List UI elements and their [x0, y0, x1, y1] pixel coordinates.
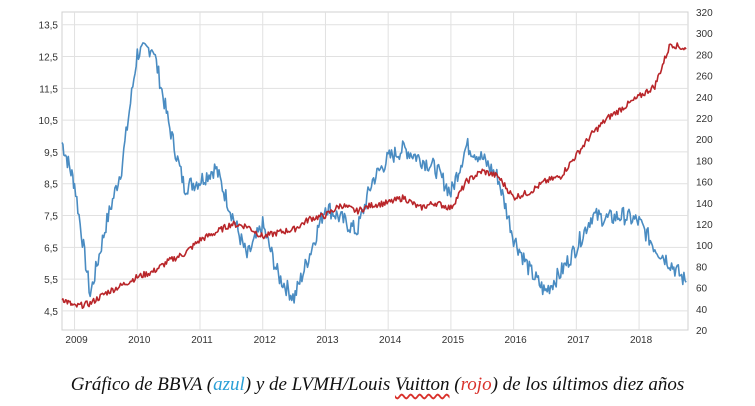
y-right-tick-label: 240	[696, 93, 713, 104]
y-right-tick-label: 300	[696, 29, 713, 40]
x-tick-label: 2017	[567, 335, 590, 346]
y-right-tick-label: 140	[696, 199, 713, 210]
x-tick-label: 2012	[254, 335, 277, 346]
y-right-tick-label: 20	[696, 326, 708, 337]
x-tick-label: 2013	[316, 335, 339, 346]
y-left-tick-label: 5,5	[44, 275, 58, 286]
caption-part-4: ) de los últimos diez años	[491, 374, 685, 395]
caption-vuitton-word: Vuitton	[394, 374, 450, 395]
lvmh-series-line	[61, 42, 687, 309]
y-right-tick-label: 120	[696, 220, 713, 231]
y-left-tick-label: 6,5	[44, 243, 58, 254]
y-left-tick-label: 10,5	[39, 116, 59, 127]
y-right-tick-label: 80	[696, 262, 708, 273]
caption-blue-word: azul	[213, 374, 245, 395]
caption-part-1: Gráfico de BBVA (	[70, 374, 214, 395]
y-left-tick-label: 13,5	[39, 21, 59, 32]
plot-area	[61, 11, 689, 331]
y-right-tick-label: 40	[696, 305, 708, 316]
caption-part-3: (	[449, 374, 461, 395]
dual-axis-line-chart: 2009 2010 2011 2012 2013 2014 2015 2016 2017 2018…	[39, 8, 714, 346]
y-left-tick-label: 12,5	[39, 53, 59, 64]
x-tick-label: 2015	[442, 335, 465, 346]
y-right-tick-label: 280	[696, 50, 713, 61]
x-tick-label: 2016	[504, 335, 527, 346]
y-right-tick-label: 100	[696, 241, 713, 252]
chart-caption: Gráfico de BBVA (azul) y de LVMH/Louis V…	[0, 374, 755, 396]
y-right-tick-label: 200	[696, 135, 713, 146]
y-right-tick-label: 60	[696, 284, 708, 295]
x-tick-label: 2014	[379, 335, 402, 346]
y-left-tick-label: 8,5	[44, 180, 58, 191]
y-left-tick-label: 9,5	[44, 148, 58, 159]
caption-part-2: ) y de LVMH/Louis	[244, 374, 395, 395]
y-right-tick-label: 220	[696, 114, 713, 125]
x-tick-label: 2010	[128, 335, 151, 346]
x-tick-label: 2018	[630, 335, 653, 346]
caption-red-word: rojo	[460, 374, 492, 395]
y-right-tick-label: 320	[696, 8, 713, 19]
y-left-tick-label: 7,5	[44, 212, 58, 223]
y-right-tick-label: 160	[696, 178, 713, 189]
y-left-tick-label: 4,5	[44, 307, 58, 318]
y-right-tick-label: 260	[696, 72, 713, 83]
x-tick-label: 2011	[191, 335, 213, 346]
bbva-series-line	[61, 42, 687, 304]
x-tick-label: 2009	[65, 335, 88, 346]
y-right-tick-label: 180	[696, 156, 713, 167]
y-left-tick-label: 11,5	[39, 84, 58, 95]
